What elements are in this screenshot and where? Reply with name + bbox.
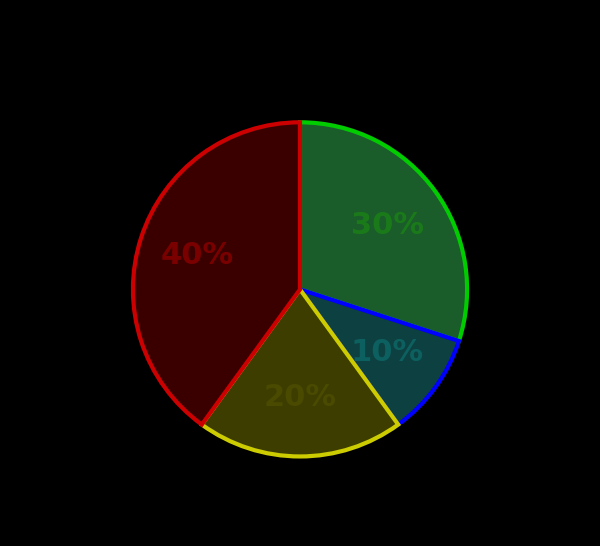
Wedge shape [133,122,300,425]
Text: 20%: 20% [263,383,337,412]
Wedge shape [202,289,398,456]
Wedge shape [300,289,459,425]
Text: 10%: 10% [351,339,424,367]
Text: 40%: 40% [161,241,234,270]
Wedge shape [300,122,467,341]
Text: 30%: 30% [351,211,424,240]
